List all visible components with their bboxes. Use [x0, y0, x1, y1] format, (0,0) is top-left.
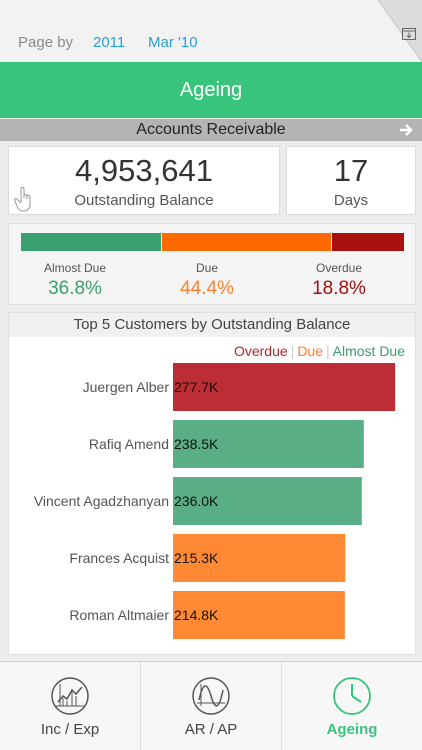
almost-due-label: Almost Due: [43, 261, 107, 275]
bar-value-label: 214.8K: [174, 607, 219, 623]
page-by-label: Page by: [18, 34, 74, 51]
top-customers-chart-card: Top 5 Customers by Outstanding Balance O…: [8, 312, 416, 655]
bar-value-label: 277.7K: [174, 379, 219, 395]
tab-inc-exp-label: Inc / Exp: [40, 721, 100, 738]
tab-ar-ap[interactable]: AR / AP: [141, 662, 281, 750]
line-chart-icon: [51, 677, 89, 715]
legend-due: Due: [297, 343, 323, 359]
days-card: 17 Days: [286, 146, 416, 215]
customer-bar[interactable]: [173, 420, 364, 468]
arrow-right-icon[interactable]: [398, 121, 414, 139]
bar-category-label: Juergen Alber: [83, 379, 170, 395]
days-value: 17: [333, 153, 369, 188]
download-icon[interactable]: [402, 28, 416, 40]
tab-bar: Inc / Exp AR / AP Ageing: [0, 661, 422, 750]
almost-due-summary: Almost Due 36.8%: [27, 261, 123, 300]
filter-bar: Page by 2011 Mar '10: [0, 0, 422, 62]
bar-value-label: 215.3K: [174, 550, 219, 566]
page-title-bar: Ageing: [0, 62, 422, 118]
legend-overdue: Overdue: [233, 343, 288, 359]
almost-due-percent: 36.8%: [48, 278, 102, 299]
outstanding-balance-label: Outstanding Balance: [74, 192, 214, 209]
customer-bar[interactable]: [173, 363, 396, 411]
bar-value-label: 238.5K: [174, 436, 219, 452]
customer-bar[interactable]: [173, 591, 345, 639]
tap-hand-icon: [14, 187, 31, 212]
outstanding-balance-value: 4,953,641: [75, 153, 213, 188]
distribution-segment-almost-due: [21, 233, 162, 251]
bar-category-label: Roman Altmaier: [69, 607, 169, 623]
wave-chart-icon: [192, 677, 230, 715]
due-percent: 44.4%: [180, 278, 234, 299]
overdue-label: Overdue: [315, 261, 363, 275]
bar-value-label: 236.0K: [174, 493, 219, 509]
page-fold-decoration: [378, 0, 422, 62]
clock-icon: [333, 677, 371, 715]
distribution-bar: [21, 233, 404, 251]
tab-divider: [140, 662, 141, 750]
days-label: Days: [333, 192, 369, 209]
due-summary: Due 44.4%: [159, 261, 255, 300]
page-title: Ageing: [179, 79, 243, 101]
tab-inc-exp[interactable]: Inc / Exp: [0, 662, 140, 750]
section-title: Accounts Receivable: [136, 121, 286, 138]
due-label: Due: [195, 261, 218, 275]
bar-category-label: Rafiq Amend: [89, 436, 169, 452]
chart-legend: Overdue | Due | Almost Due: [233, 343, 405, 359]
year-filter[interactable]: 2011: [93, 34, 126, 51]
overdue-summary: Overdue 18.8%: [291, 261, 387, 300]
customer-bar[interactable]: [173, 534, 346, 582]
chart-title: Top 5 Customers by Outstanding Balance: [9, 313, 415, 337]
tab-ageing-label: Ageing: [326, 721, 378, 738]
distribution-segment-due: [162, 233, 332, 251]
bar-category-label: Vincent Agadzhanyan: [34, 493, 169, 509]
distribution-segment-overdue: [332, 233, 404, 251]
customer-bar[interactable]: [173, 477, 362, 525]
tab-ar-ap-label: AR / AP: [184, 721, 238, 738]
ageing-distribution: Almost Due 36.8% Due 44.4% Overdue 18.8%: [8, 223, 416, 305]
tab-divider: [281, 662, 282, 750]
overdue-percent: 18.8%: [312, 278, 366, 299]
outstanding-balance-card[interactable]: 4,953,641 Outstanding Balance: [8, 146, 280, 215]
month-filter[interactable]: Mar '10: [148, 34, 198, 51]
bar-category-label: Frances Acquist: [69, 550, 169, 566]
legend-almost-due: Almost Due: [332, 343, 405, 359]
tab-ageing[interactable]: Ageing: [282, 662, 422, 750]
top-customers-bar-chart: Juergen Alber 277.7K Rafiq Amend 238.5K Vinc…: [34, 363, 396, 639]
section-header[interactable]: Accounts Receivable: [0, 119, 422, 141]
